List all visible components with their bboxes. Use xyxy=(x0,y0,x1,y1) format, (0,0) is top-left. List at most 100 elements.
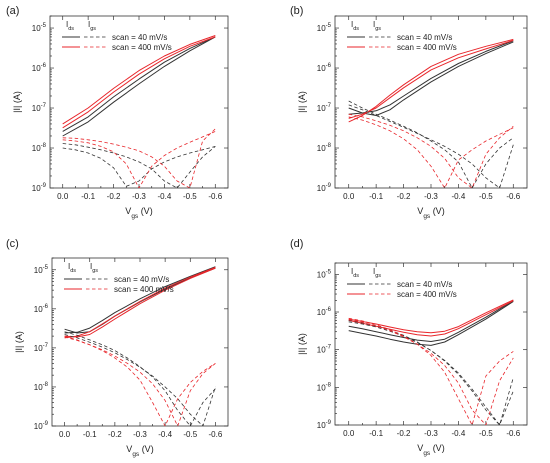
y-tick-label: 10-6 xyxy=(34,304,49,314)
y-tick-label: 10-5 xyxy=(317,269,332,279)
series-line-igs-400-forward xyxy=(64,335,216,426)
x-tick-label: -0.2 xyxy=(107,192,121,201)
series-line-igs-400-forward xyxy=(62,131,216,188)
legend-header-igs: Igs xyxy=(90,262,98,274)
x-tick-label: -0.2 xyxy=(397,192,411,201)
legend-header-ids: Ids xyxy=(66,20,74,32)
series-line-ids-400-reverse xyxy=(64,266,216,339)
x-tick-label: -0.1 xyxy=(81,192,95,201)
legend-header-igs: Igs xyxy=(373,20,381,32)
series-line-igs-400-reverse xyxy=(62,128,216,188)
series-group xyxy=(348,299,514,425)
y-tick-label: 10-7 xyxy=(34,343,49,353)
chart-panel-c: (c) 10-9 10-8 10-7 10-6 10-5 0.0 -0.1 -0.2 -0.3 -0… xyxy=(6,238,229,458)
y-axis-title: |I| (A) xyxy=(297,333,307,355)
panel-label: (a) xyxy=(6,5,19,17)
series-line-igs-400-forward xyxy=(348,317,514,425)
y-tick-label: 10-5 xyxy=(32,23,47,33)
y-tick-label: 10-7 xyxy=(317,345,332,355)
legend-header-ids: Ids xyxy=(68,262,76,274)
y-tick-label: 10-6 xyxy=(317,63,332,73)
series-line-ids-40-forward xyxy=(348,41,514,116)
chart-panel-d: (d) 10-9 10-8 10-7 10-6 10-5 0.0 -0.1 -0.2 -0.3 -0… xyxy=(290,238,528,457)
x-tick-label: -0.2 xyxy=(397,429,411,438)
x-tick-label: -0.6 xyxy=(208,192,222,201)
series-line-igs-40-forward xyxy=(62,146,216,187)
x-tick-label: 0.0 xyxy=(343,192,355,201)
y-tick-label: 10-7 xyxy=(32,103,47,113)
series-line-igs-400-forward xyxy=(348,116,514,188)
legend-entry-label: scan = 40 mV/s xyxy=(112,33,167,42)
x-tick-label: -0.6 xyxy=(209,430,223,439)
y-tick-label: 10-9 xyxy=(32,183,47,193)
series-group xyxy=(62,35,216,188)
y-tick-label: 10-9 xyxy=(317,420,332,430)
series-line-ids-400-reverse xyxy=(62,35,216,125)
y-tick-label: 10-8 xyxy=(32,143,47,153)
legend-header-ids: Ids xyxy=(351,267,359,279)
x-tick-label: -0.1 xyxy=(369,429,383,438)
x-tick-label: 0.0 xyxy=(343,429,355,438)
chart-panel-a: (a) 10-9 10-8 10-7 10-6 10-5 0.0 -0.1 -0.2 -0.3 -0… xyxy=(6,5,229,220)
x-tick-label: -0.1 xyxy=(83,430,97,439)
legend-entry-label: scan = 400 mV/s xyxy=(112,43,172,52)
series-line-igs-40-reverse xyxy=(348,104,514,188)
y-tick-label: 10-8 xyxy=(317,382,332,392)
x-tick-label: -0.2 xyxy=(108,430,122,439)
x-tick-label: 0.0 xyxy=(57,192,69,201)
legend-entry-label: scan = 400 mV/s xyxy=(397,290,457,299)
x-tick-label: -0.4 xyxy=(158,192,172,201)
legend-entry-label: scan = 400 mV/s xyxy=(397,43,457,52)
y-axis-title: |I| (A) xyxy=(14,331,24,353)
series-group xyxy=(64,266,216,426)
x-axis-title: Vgs (V) xyxy=(417,443,444,457)
series-line-ids-400-reverse xyxy=(348,38,514,123)
x-tick-label: -0.6 xyxy=(506,429,520,438)
series-line-igs-40-reverse xyxy=(348,321,514,425)
legend-header-igs: Igs xyxy=(373,267,381,279)
y-tick-label: 10-5 xyxy=(34,265,49,275)
x-tick-label: -0.5 xyxy=(479,429,493,438)
y-tick-label: 10-7 xyxy=(317,103,332,113)
x-tick-label: -0.5 xyxy=(183,192,197,201)
series-line-igs-40-reverse xyxy=(62,143,216,188)
y-tick-label: 10-8 xyxy=(317,143,332,153)
x-axis-title: Vgs (V) xyxy=(125,206,152,220)
x-tick-label: -0.3 xyxy=(424,429,438,438)
series-line-igs-400-reverse xyxy=(64,336,216,426)
y-axis-title: |I| (A) xyxy=(297,91,307,113)
y-tick-label: 10-9 xyxy=(317,183,332,193)
x-tick-label: -0.1 xyxy=(369,192,383,201)
y-tick-label: 10-6 xyxy=(32,63,47,73)
x-tick-label: -0.5 xyxy=(479,192,493,201)
series-line-ids-400-reverse xyxy=(348,299,514,334)
legend-entry-label: scan = 400 mV/s xyxy=(114,285,174,294)
legend-entry-label: scan = 40 mV/s xyxy=(114,275,169,284)
panel-label: (c) xyxy=(6,238,19,250)
y-tick-label: 10-8 xyxy=(34,382,49,392)
series-line-ids-40-forward xyxy=(62,36,216,137)
y-axis-title: |I| (A) xyxy=(12,91,22,113)
series-line-ids-400-forward xyxy=(64,267,216,338)
series-group xyxy=(348,38,514,188)
legend-entry-label: scan = 40 mV/s xyxy=(397,33,452,42)
x-tick-label: -0.3 xyxy=(133,430,147,439)
x-tick-label: -0.4 xyxy=(158,430,172,439)
legend-header-igs: Igs xyxy=(88,20,96,32)
series-line-ids-40-reverse xyxy=(64,266,216,334)
x-tick-label: -0.3 xyxy=(132,192,146,201)
x-tick-label: 0.0 xyxy=(59,430,71,439)
x-tick-label: -0.4 xyxy=(452,192,466,201)
legend-entry-label: scan = 40 mV/s xyxy=(397,280,452,289)
series-line-igs-40-reverse xyxy=(64,334,216,426)
series-line-igs-40-forward xyxy=(348,100,514,188)
series-line-ids-40-reverse xyxy=(62,36,216,132)
series-line-igs-40-forward xyxy=(64,331,216,426)
x-axis-title: Vgs (V) xyxy=(126,444,153,458)
series-line-igs-40-forward xyxy=(348,320,514,425)
series-line-igs-400-reverse xyxy=(348,113,514,188)
x-tick-label: -0.6 xyxy=(506,192,520,201)
panel-label: (d) xyxy=(290,238,303,250)
y-tick-label: 10-9 xyxy=(34,421,49,431)
